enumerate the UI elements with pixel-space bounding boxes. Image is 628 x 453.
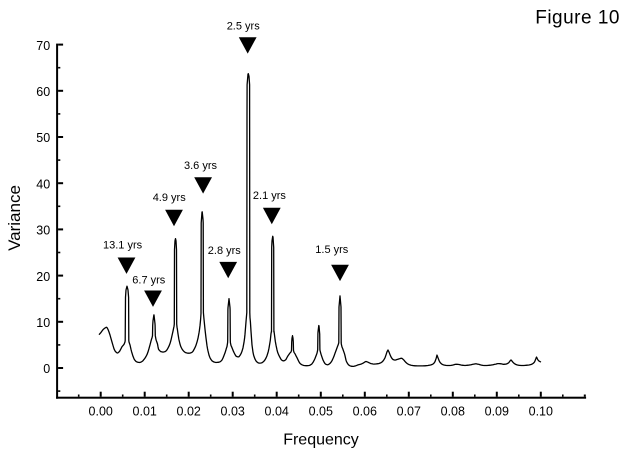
svg-text:13.1 yrs: 13.1 yrs	[103, 240, 143, 252]
svg-text:0.01: 0.01	[133, 405, 157, 419]
svg-text:20: 20	[36, 270, 50, 284]
svg-text:0.09: 0.09	[485, 405, 509, 419]
svg-text:2.1 yrs: 2.1 yrs	[253, 190, 287, 202]
svg-text:6.7 yrs: 6.7 yrs	[132, 274, 166, 286]
svg-text:30: 30	[36, 224, 50, 238]
svg-text:0.05: 0.05	[309, 405, 333, 419]
svg-text:0.07: 0.07	[397, 405, 421, 419]
svg-text:0.06: 0.06	[353, 405, 377, 419]
svg-text:2.5 yrs: 2.5 yrs	[227, 21, 261, 33]
svg-text:Figure 10: Figure 10	[535, 7, 620, 28]
svg-text:Frequency: Frequency	[283, 432, 359, 449]
svg-text:0.03: 0.03	[221, 405, 245, 419]
svg-text:Variance: Variance	[5, 185, 24, 251]
svg-text:0.00: 0.00	[89, 405, 113, 419]
svg-text:40: 40	[36, 177, 50, 191]
svg-text:1.5 yrs: 1.5 yrs	[315, 244, 349, 256]
svg-text:4.9 yrs: 4.9 yrs	[153, 192, 187, 204]
svg-text:0: 0	[43, 362, 50, 376]
svg-text:0.10: 0.10	[529, 405, 553, 419]
svg-text:50: 50	[36, 131, 50, 145]
svg-text:0.08: 0.08	[441, 405, 465, 419]
svg-text:2.8 yrs: 2.8 yrs	[208, 245, 242, 257]
svg-text:0.04: 0.04	[265, 405, 289, 419]
svg-text:10: 10	[36, 316, 50, 330]
svg-text:0.02: 0.02	[177, 405, 201, 419]
svg-text:70: 70	[36, 39, 50, 53]
svg-text:3.6 yrs: 3.6 yrs	[184, 160, 218, 172]
svg-text:60: 60	[36, 85, 50, 99]
